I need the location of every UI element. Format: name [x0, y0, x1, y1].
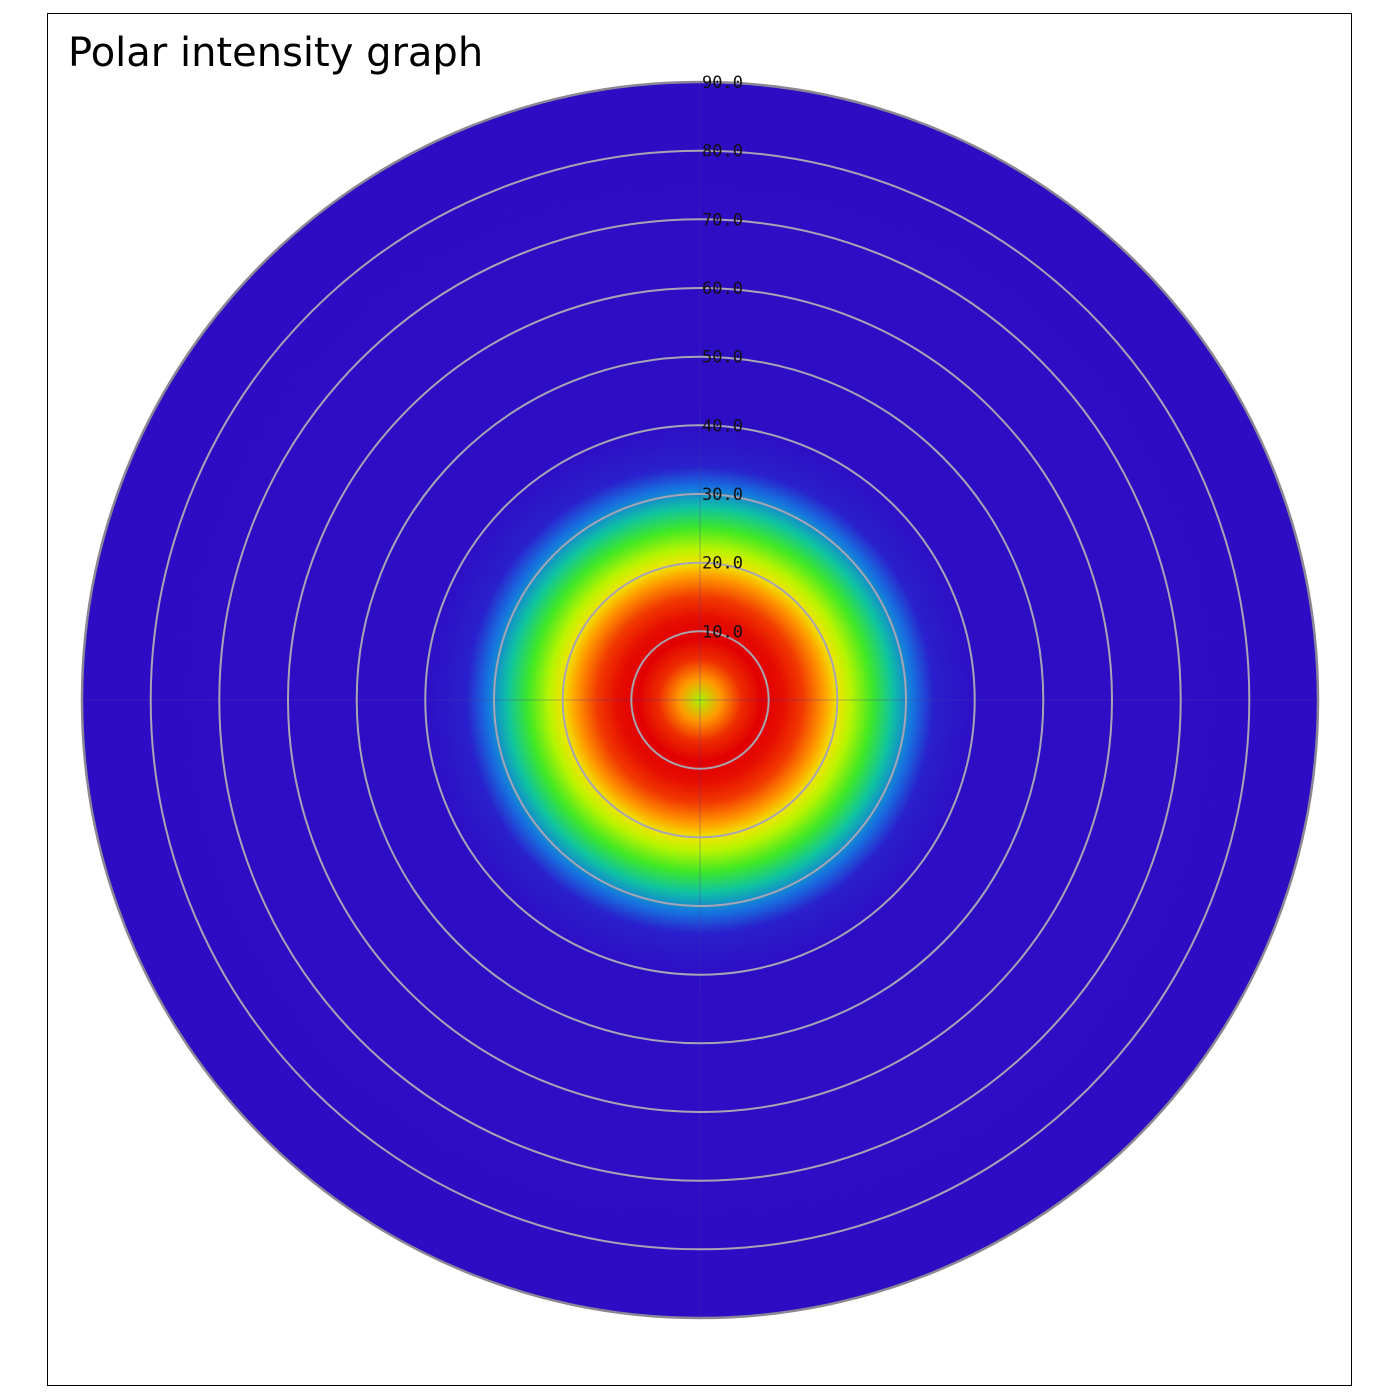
radial-tick-labels: 10.0 20.0 30.0 40.0 50.0 60.0 70.0 80.0 90.0: [702, 73, 743, 642]
grid-ring-80: [149, 149, 1251, 1251]
tick-label-10: 10.0: [702, 622, 743, 642]
grid-ring-40: [424, 424, 976, 976]
grid-ring-70: [218, 218, 1182, 1182]
chart-title: Polar intensity graph: [68, 30, 484, 76]
tick-label-90: 90.0: [702, 73, 743, 93]
grid-ring-60: [287, 287, 1113, 1113]
tick-label-40: 40.0: [702, 416, 743, 436]
tick-label-20: 20.0: [702, 554, 743, 574]
tick-label-60: 60.0: [702, 279, 743, 299]
tick-label-50: 50.0: [702, 348, 743, 368]
grid-ring-20: [561, 561, 839, 839]
grid-ring-10: [630, 630, 770, 770]
tick-label-30: 30.0: [702, 485, 743, 505]
grid-ring-30: [493, 493, 907, 907]
tick-label-70: 70.0: [702, 210, 743, 230]
tick-label-80: 80.0: [702, 142, 743, 162]
intensity-field: [80, 80, 1320, 1320]
radial-grid: [149, 149, 1251, 1251]
grid-ring-50: [355, 355, 1045, 1045]
